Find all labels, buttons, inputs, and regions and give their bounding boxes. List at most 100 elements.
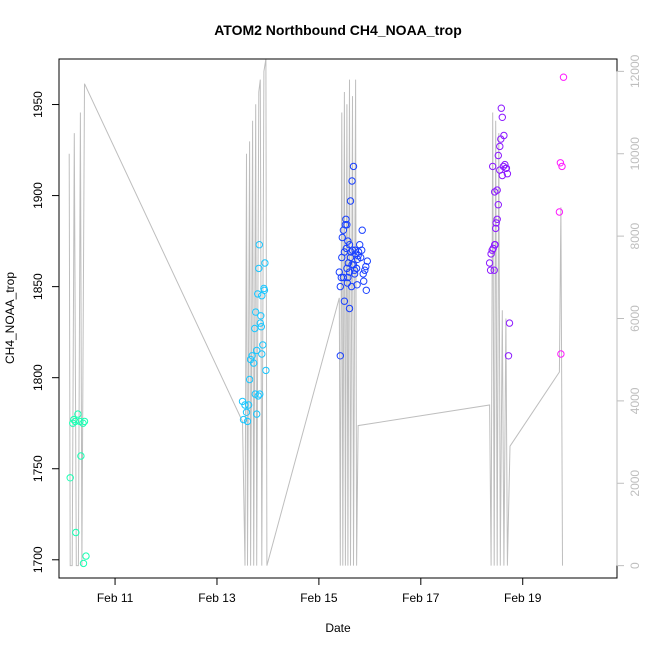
data-point (498, 171, 506, 180)
data-point (74, 410, 82, 418)
data-point (348, 177, 356, 185)
data-point (344, 237, 352, 245)
plot-frame (58, 58, 618, 579)
y-tick-label: 1850 (31, 273, 45, 300)
x-tick-label: Feb 19 (504, 591, 542, 605)
series-4 (485, 104, 514, 360)
series-2 (238, 241, 270, 426)
x-tick-label: Feb 11 (97, 591, 134, 605)
data-point (72, 528, 80, 537)
data-point (245, 375, 254, 384)
data-point (344, 273, 352, 282)
data-point (342, 215, 350, 224)
y-tick-label: 1750 (31, 455, 45, 482)
data-point (489, 162, 497, 171)
series-5 (555, 73, 568, 358)
data-point (485, 259, 494, 267)
data-point (350, 266, 359, 274)
data-point (494, 151, 502, 160)
x-axis: Feb 11 Feb 13 Feb 15 Feb 17 Feb 19 (97, 577, 542, 605)
data-point (255, 241, 263, 249)
data-point (362, 262, 370, 271)
data-point (262, 366, 270, 375)
data-point (254, 290, 262, 298)
data-point (345, 304, 354, 313)
data-point (361, 266, 369, 274)
series-3 (335, 162, 371, 360)
data-point (256, 390, 264, 398)
data-point (362, 286, 370, 294)
y-axis-label: CH4_NOAA_trop (3, 272, 17, 364)
y-right-tick-label: 8000 (628, 222, 642, 249)
data-point (258, 292, 266, 300)
data-point (257, 312, 265, 320)
data-point (336, 282, 344, 291)
data-point (558, 162, 566, 171)
data-point (492, 224, 500, 233)
data-point (339, 273, 348, 282)
data-point (66, 474, 74, 482)
data-point (339, 226, 348, 234)
x-tick-label: Feb 13 (198, 591, 236, 605)
data-point (350, 270, 359, 278)
data-point (557, 350, 565, 358)
data-point (357, 253, 365, 262)
x-axis-label: Date (325, 621, 351, 635)
y-tick-label: 1950 (31, 91, 45, 118)
y-right-tick-label: 4000 (628, 387, 642, 414)
data-point (358, 226, 366, 234)
data-point (502, 164, 511, 173)
data-point (261, 259, 269, 267)
data-point (340, 297, 349, 305)
data-point (346, 253, 355, 262)
data-point (250, 359, 258, 367)
data-point (360, 277, 368, 285)
data-point (338, 233, 346, 242)
data-point (490, 266, 498, 274)
data-point (79, 559, 88, 568)
data-point (254, 392, 262, 400)
data-point (343, 221, 351, 229)
y-right-tick-label: 6000 (628, 305, 642, 332)
data-point (255, 264, 263, 273)
y-tick-label: 1800 (31, 364, 45, 391)
data-point (258, 350, 266, 358)
y-right-tick-label: 0 (628, 562, 642, 569)
y-right-tick-label: 2000 (628, 470, 642, 497)
data-point (500, 131, 508, 140)
data-point (486, 266, 495, 274)
data-point (555, 208, 564, 216)
data-point (242, 408, 251, 416)
data-point (343, 264, 351, 273)
data-point (248, 352, 256, 360)
data-point (501, 160, 509, 169)
data-point (257, 323, 265, 331)
data-point (347, 248, 355, 256)
data-point (489, 244, 497, 253)
data-point (491, 241, 499, 249)
data-point (256, 319, 264, 327)
data-point (253, 410, 261, 418)
altitude-line-layer (68, 58, 563, 567)
data-point (494, 201, 502, 209)
x-tick-label: Feb 15 (300, 591, 338, 605)
data-point (497, 104, 505, 112)
data-point (82, 552, 90, 560)
data-point (493, 215, 501, 224)
data-point (79, 419, 87, 427)
data-point (243, 417, 252, 426)
series-1 (66, 410, 90, 568)
data-point (71, 417, 80, 426)
y-right-tick-label: 10000 (628, 137, 642, 171)
data-point (353, 281, 361, 289)
y-axis-left: 1700 1750 1800 1850 1900 1950 (31, 91, 60, 573)
altitude-line (68, 58, 563, 567)
data-point (363, 257, 371, 265)
data-point (241, 401, 249, 409)
y-axis-right: 0 2000 4000 6000 8000 10000 12000 (616, 54, 642, 569)
y-right-tick-label: 12000 (628, 54, 642, 88)
data-point (77, 452, 85, 460)
data-point (496, 142, 504, 151)
chart-title: ATOM2 Northbound CH4_NOAA_trop (214, 22, 462, 38)
data-point (503, 170, 512, 178)
